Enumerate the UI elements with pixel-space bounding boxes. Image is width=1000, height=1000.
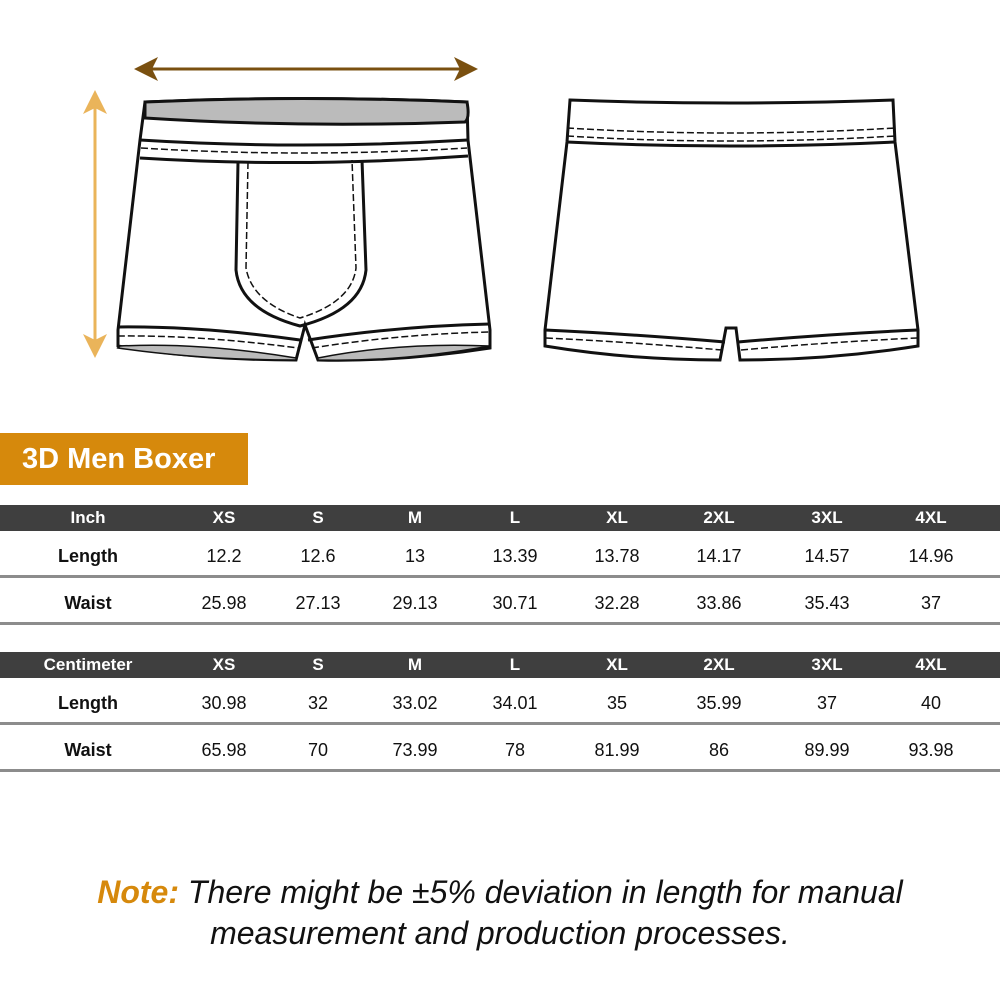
table-cell: 73.99 xyxy=(392,740,438,760)
table-cell: 13 xyxy=(404,546,426,566)
table-cell: 14.96 xyxy=(908,546,954,566)
row-label: Length xyxy=(58,693,118,713)
size-header: S xyxy=(312,655,324,674)
size-header: XS xyxy=(212,655,236,674)
note-line-1: Note: There might be ±5% deviation in le… xyxy=(0,872,1000,913)
table-cell: 13.78 xyxy=(594,546,640,566)
size-header: 4XL xyxy=(915,655,947,674)
size-header: 3XL xyxy=(811,655,843,674)
table-cell: 34.01 xyxy=(492,693,538,713)
table-cell: 86 xyxy=(708,740,730,760)
unit-label: Centimeter xyxy=(43,655,133,674)
size-header: M xyxy=(407,655,423,674)
table-row: Length 12.2 12.6 13 13.39 13.78 14.17 14… xyxy=(0,531,1000,578)
table-cell: 12.2 xyxy=(206,546,242,566)
size-header: M xyxy=(407,508,423,527)
table-cell: 14.57 xyxy=(804,546,850,566)
centimeter-size-table: Centimeter XS S M L XL 2XL 3XL 4XL Lengt… xyxy=(0,652,1000,772)
measurement-note: Note: There might be ±5% deviation in le… xyxy=(0,872,1000,954)
product-title: 3D Men Boxer xyxy=(0,433,248,485)
table-cell: 37 xyxy=(920,593,942,613)
table-cell: 40 xyxy=(920,693,942,713)
note-label: Note: xyxy=(97,874,179,910)
table-cell: 14.17 xyxy=(696,546,742,566)
table-cell: 30.98 xyxy=(201,693,247,713)
boxer-front-illustration xyxy=(116,97,492,362)
table-cell: 89.99 xyxy=(804,740,850,760)
size-header: L xyxy=(509,508,521,527)
size-header: XL xyxy=(606,508,628,527)
unit-label: Inch xyxy=(70,508,106,527)
table-cell: 32 xyxy=(307,693,329,713)
table-cell: 12.6 xyxy=(300,546,336,566)
size-header: 4XL xyxy=(915,508,947,527)
size-header: 2XL xyxy=(703,508,735,527)
size-header: S xyxy=(312,508,324,527)
table-cell: 78 xyxy=(504,740,526,760)
table-cell: 35.99 xyxy=(696,693,742,713)
table-cell: 35 xyxy=(606,693,628,713)
table-row: Length 30.98 32 33.02 34.01 35 35.99 37 … xyxy=(0,678,1000,725)
table-cell: 70 xyxy=(307,740,329,760)
table-cell: 81.99 xyxy=(594,740,640,760)
table-cell: 25.98 xyxy=(201,593,247,613)
boxer-illustrations xyxy=(83,57,920,362)
boxer-back-illustration xyxy=(543,98,920,362)
size-header: XS xyxy=(212,508,236,527)
row-label: Waist xyxy=(64,740,112,760)
inch-size-table: Inch XS S M L XL 2XL 3XL 4XL Length 12.2… xyxy=(0,505,1000,625)
table-cell: 93.98 xyxy=(908,740,954,760)
table-cell: 30.71 xyxy=(492,593,538,613)
row-label: Length xyxy=(58,546,118,566)
table-cell: 35.43 xyxy=(804,593,850,613)
table-cell: 13.39 xyxy=(492,546,538,566)
note-text-2: measurement and production processes. xyxy=(210,915,790,951)
table-row: Waist 65.98 70 73.99 78 81.99 86 89.99 9… xyxy=(0,725,1000,772)
table-cell: 29.13 xyxy=(392,593,438,613)
table-cell: 32.28 xyxy=(594,593,640,613)
table-cell: 33.02 xyxy=(392,693,438,713)
size-header: 3XL xyxy=(811,508,843,527)
table-cell: 65.98 xyxy=(201,740,247,760)
note-text-1: There might be ±5% deviation in length f… xyxy=(187,874,903,910)
table-cell: 37 xyxy=(816,693,838,713)
table-header: Centimeter XS S M L XL 2XL 3XL 4XL xyxy=(0,652,1000,678)
size-header: XL xyxy=(606,655,628,674)
table-cell: 33.86 xyxy=(696,593,742,613)
size-header: 2XL xyxy=(703,655,735,674)
table-cell: 27.13 xyxy=(295,593,341,613)
size-header: L xyxy=(509,655,521,674)
table-row: Waist 25.98 27.13 29.13 30.71 32.28 33.8… xyxy=(0,578,1000,625)
table-header: Inch XS S M L XL 2XL 3XL 4XL xyxy=(0,505,1000,531)
row-label: Waist xyxy=(64,593,112,613)
